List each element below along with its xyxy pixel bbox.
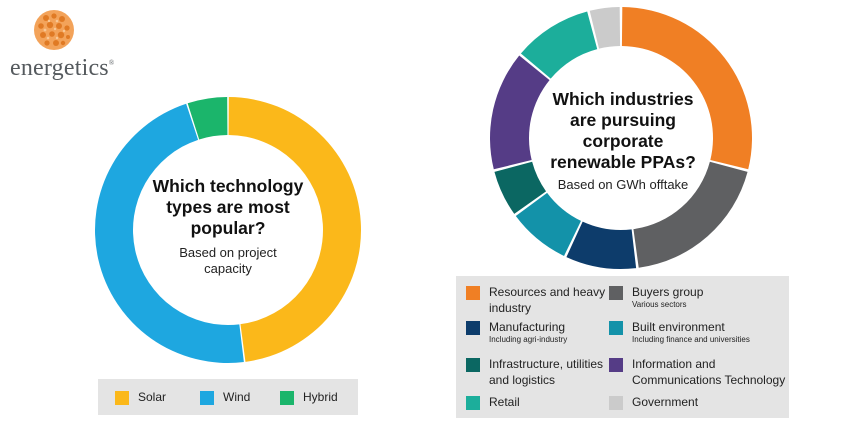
legend-label: Infrastructure, utilities and logistics bbox=[489, 357, 604, 387]
legend-swatch bbox=[200, 391, 214, 405]
legend-note: Various sectors bbox=[632, 300, 687, 309]
legend-label: Manufacturing bbox=[489, 320, 566, 334]
slice-solar bbox=[228, 97, 362, 362]
legend-label: Government bbox=[632, 395, 699, 409]
legend-item-government: Government bbox=[609, 394, 802, 410]
energetics-logo: energetics® bbox=[10, 8, 130, 81]
industries-title: Which industries are pursuing corporate … bbox=[550, 89, 696, 172]
legend-label: Resources and heavy industry bbox=[489, 285, 606, 315]
legend-label: Retail bbox=[489, 395, 520, 409]
technology-types-subtitle: Based on project capacity bbox=[179, 245, 277, 276]
legend-note: Including finance and universities bbox=[632, 335, 750, 344]
legend-item-solar: Solar bbox=[115, 389, 183, 405]
legend-note: Including agri-industry bbox=[489, 335, 568, 344]
legend-item-buyers-group: Buyers group Various sectors bbox=[609, 284, 802, 309]
slice-resources-and-heavy-industry bbox=[621, 7, 752, 170]
slice-government bbox=[589, 7, 621, 49]
slice-manufacturing bbox=[566, 221, 637, 269]
slice-wind bbox=[95, 103, 244, 363]
slice-buyers-group bbox=[633, 161, 748, 268]
industries-donut bbox=[490, 7, 752, 269]
legend-item-wind: Wind bbox=[200, 389, 268, 405]
slice-infrastructure-utilities-and-logistics bbox=[494, 161, 547, 214]
technology-types-donut bbox=[95, 97, 362, 363]
legend-swatch bbox=[466, 321, 480, 335]
legend-label: Wind bbox=[223, 390, 251, 404]
legend-swatch bbox=[609, 358, 623, 372]
slice-information-and-communications-technology bbox=[490, 55, 550, 170]
technology-types-legend: Solar Wind Hybrid bbox=[98, 379, 358, 415]
legend-swatch bbox=[609, 321, 623, 335]
legend-label: Buyers group bbox=[632, 285, 704, 299]
industries-subtitle: Based on GWh offtake bbox=[557, 177, 689, 192]
legend-swatch bbox=[115, 391, 129, 405]
legend-swatch bbox=[280, 391, 294, 405]
legend-item-built-environment: Built environment Including finance and u… bbox=[609, 319, 802, 344]
legend-item-manufacturing: Manufacturing Including agri-industry bbox=[466, 319, 609, 344]
legend-swatch bbox=[466, 286, 480, 300]
legend-label: Hybrid bbox=[303, 390, 338, 404]
slice-built-environment bbox=[515, 192, 581, 256]
legend-item-resources-and-heavy-industry: Resources and heavy industry bbox=[466, 284, 609, 316]
legend-label: Built environment bbox=[632, 320, 725, 334]
legend-swatch bbox=[609, 396, 623, 410]
legend-item-infrastructure-utilities-and-logistics: Infrastructure, utilities and logistics bbox=[466, 356, 621, 388]
legend-item-hybrid: Hybrid bbox=[280, 389, 363, 405]
technology-types-title: Which technology types are most popular? bbox=[152, 176, 304, 238]
legend-item-information-and-communications-technology: Information and Communications Technolog… bbox=[609, 356, 807, 388]
legend-item-retail: Retail bbox=[466, 394, 609, 410]
legend-label: Information and Communications Technolog… bbox=[632, 357, 786, 387]
logo-sphere-icon bbox=[34, 10, 74, 50]
logo-wordmark: energetics® bbox=[10, 55, 115, 81]
legend-swatch bbox=[466, 396, 480, 410]
legend-swatch bbox=[466, 358, 480, 372]
slice-retail bbox=[520, 11, 598, 79]
legend-swatch bbox=[609, 286, 623, 300]
legend-label: Solar bbox=[138, 390, 167, 404]
industries-legend: Resources and heavy industry Buyers group… bbox=[456, 276, 789, 418]
slice-hybrid bbox=[187, 97, 228, 140]
